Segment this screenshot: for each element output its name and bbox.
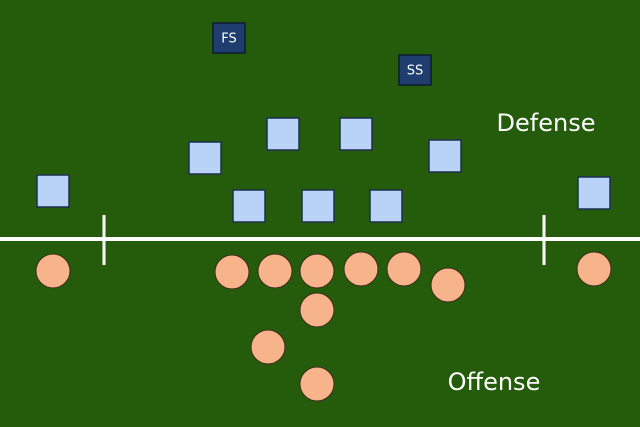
offense-player	[299, 253, 335, 289]
defense-label: Defense	[497, 109, 596, 137]
offense-player	[299, 366, 335, 402]
defender	[577, 176, 611, 210]
offense-label: Offense	[448, 368, 541, 396]
strong-safety	[398, 54, 432, 86]
defender	[188, 141, 222, 175]
offense-player	[257, 253, 293, 289]
offense-players	[35, 251, 612, 402]
offense-player	[430, 267, 466, 303]
offense-player	[214, 254, 250, 290]
offense-player	[250, 329, 286, 365]
defender	[428, 139, 462, 173]
offense-player	[576, 251, 612, 287]
defenders	[36, 117, 611, 223]
defender	[301, 189, 335, 223]
offense-player	[386, 251, 422, 287]
strong-safety-label: SS	[407, 64, 424, 79]
offense-player	[343, 251, 379, 287]
defender	[36, 174, 70, 208]
offense-player	[299, 292, 335, 328]
defender	[339, 117, 373, 151]
defender	[266, 117, 300, 151]
defender	[369, 189, 403, 223]
free-safety-label: FS	[221, 32, 237, 47]
free-safety	[212, 22, 246, 54]
defender	[232, 189, 266, 223]
offense-player	[35, 253, 71, 289]
